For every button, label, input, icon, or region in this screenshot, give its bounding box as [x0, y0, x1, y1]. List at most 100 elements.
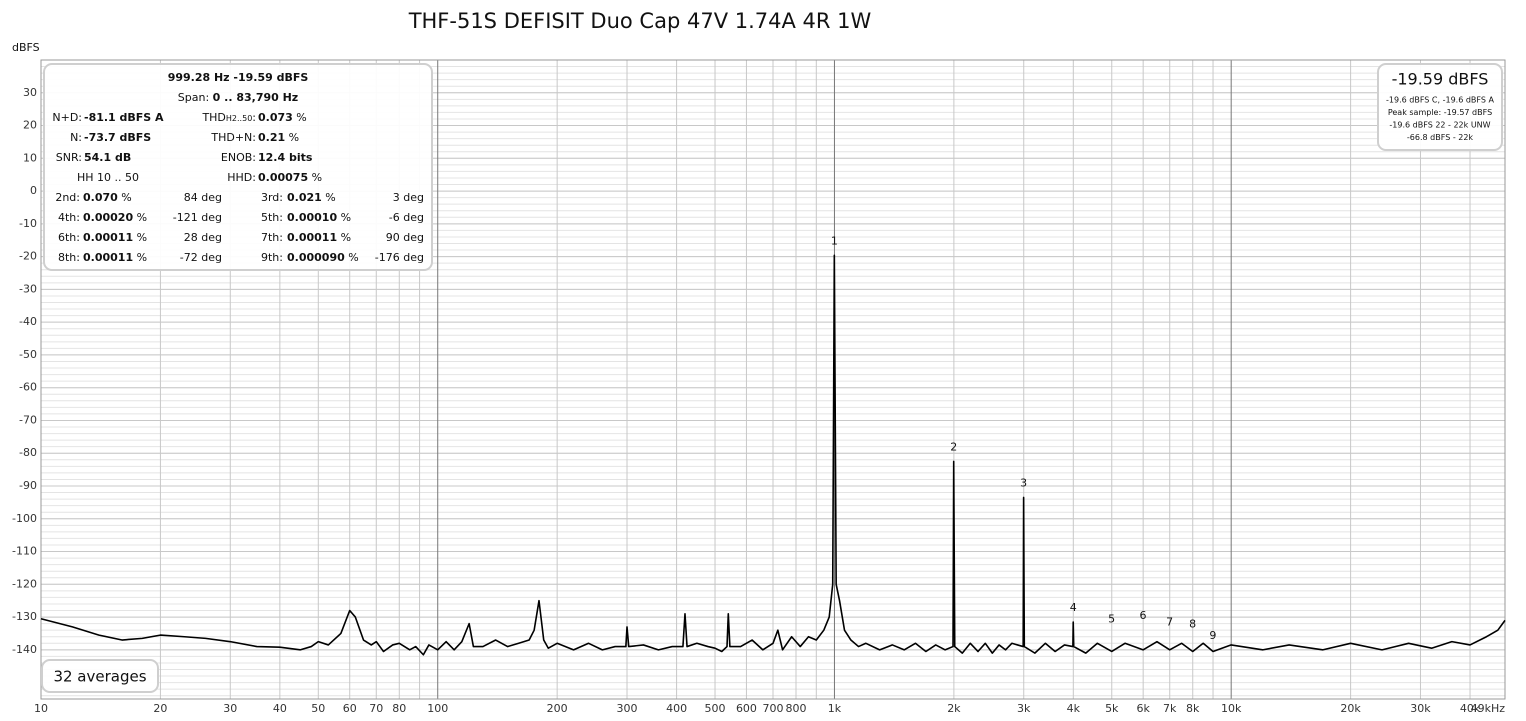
info-text: HHD: — [227, 171, 256, 184]
info-segment: % — [133, 231, 147, 244]
info-text: 9th: — [261, 251, 283, 264]
x-tick-label: 500 — [705, 702, 726, 715]
info-text: 999.28 Hz -19.59 dBFS — [168, 71, 309, 84]
level-line: Peak sample: -19.57 dBFS — [1388, 108, 1492, 117]
info-text: 0.000090 % — [287, 251, 359, 264]
y-tick-label: -40 — [19, 315, 37, 328]
info-value: -73.7 dBFS — [84, 131, 151, 144]
info-text: 5th: — [261, 211, 283, 224]
info-value: 0.021 — [287, 191, 322, 204]
info-segment: % — [308, 171, 322, 184]
y-tick-label: -80 — [19, 446, 37, 459]
harmonic-label: 5 — [1108, 612, 1115, 625]
info-text: 90 deg — [386, 231, 424, 244]
x-tick-label: 49kHz — [1471, 702, 1506, 715]
info-text: 28 deg — [184, 231, 222, 244]
info-segment: % — [337, 211, 351, 224]
x-tick-label: 80 — [392, 702, 406, 715]
level-main: -19.59 dBFS — [1392, 70, 1489, 89]
overlay: 999.28 Hz -19.59 dBFS Span: 0 .. 83,790 H… — [41, 63, 1503, 693]
harmonic-label: 8 — [1189, 617, 1196, 630]
y-tick-label: -70 — [19, 413, 37, 426]
info-text: 2nd: — [55, 191, 80, 204]
info-segment: : — [252, 111, 256, 124]
plot: 1 2 3 4 5 6 7 89 — [40, 234, 1506, 656]
info-text: 3rd: — [261, 191, 283, 204]
info-value: 0.00011 — [83, 251, 133, 264]
plot-frame — [40, 59, 1506, 700]
x-tick-label: 20 — [153, 702, 167, 715]
info-text: 0.00020 % — [83, 211, 147, 224]
harmonic-label: 9 — [1209, 629, 1216, 642]
info-text: 0.00011 % — [287, 231, 351, 244]
info-segment: % — [293, 111, 307, 124]
info-text: -81.1 dBFS A — [84, 111, 164, 124]
harmonic-label: 2 — [950, 440, 957, 453]
info-text: THD+N: — [210, 131, 256, 144]
info-text: 0.021 % — [287, 191, 336, 204]
info-text: 0.00010 % — [287, 211, 351, 224]
info-segment: % — [345, 251, 359, 264]
y-tick-label: 20 — [23, 119, 37, 132]
info-text: -73.7 dBFS — [84, 131, 151, 144]
x-tick-label: 60 — [343, 702, 357, 715]
harmonic-label: 6 — [1140, 609, 1147, 622]
info-value: 0.070 — [83, 191, 118, 204]
x-tick-label: 10 — [34, 702, 48, 715]
info-value: -81.1 dBFS A — [84, 111, 164, 124]
info-value: 0.073 — [258, 111, 293, 124]
info-panel — [43, 63, 433, 271]
x-tick-label: 40 — [273, 702, 287, 715]
info-text: 6th: — [58, 231, 80, 244]
x-tick-label: 70 — [369, 702, 383, 715]
x-tick-label: 1k — [828, 702, 842, 715]
y-tick-label: -130 — [12, 610, 37, 623]
x-tick-label: 700 — [763, 702, 784, 715]
y-tick-label: 30 — [23, 86, 37, 99]
info-text: -6 deg — [389, 211, 424, 224]
info-text: 7th: — [261, 231, 283, 244]
info-segment: % — [133, 251, 147, 264]
x-tick-label: 300 — [617, 702, 638, 715]
harmonic-label: 7 — [1166, 616, 1173, 629]
x-tick-label: 4k — [1067, 702, 1081, 715]
x-tick-label: 20k — [1340, 702, 1361, 715]
y-tick-label: 10 — [23, 151, 37, 164]
harmonic-label: 4 — [1070, 601, 1077, 614]
averages-box — [41, 659, 159, 693]
info-segment: % — [133, 211, 147, 224]
info-text: -72 deg — [180, 251, 222, 264]
info-subscript: H2..50 — [226, 114, 252, 123]
info-value: 0.00011 — [83, 231, 133, 244]
info-text: 0.00011 % — [83, 231, 147, 244]
y-tick-label: -60 — [19, 381, 37, 394]
info-value: 0.000090 — [287, 251, 345, 264]
info-value: 54.1 dB — [84, 151, 131, 164]
info-segment: % — [118, 191, 132, 204]
y-tick-label: 0 — [30, 184, 37, 197]
level-line: -19.6 dBFS 22 - 22k UNW — [1389, 121, 1490, 130]
info-text: N: — [70, 131, 82, 144]
info-value: 0.21 — [258, 131, 285, 144]
info-text: Span: 0 .. 83,790 Hz — [178, 91, 298, 104]
x-tick-label: 10k — [1221, 702, 1242, 715]
y-tick-label: -10 — [19, 217, 37, 230]
x-tick-label: 2k — [947, 702, 961, 715]
info-value: 0.00020 — [83, 211, 133, 224]
info-text: 0.070 % — [83, 191, 132, 204]
info-segment: % — [337, 231, 351, 244]
y-tick-label: -140 — [12, 643, 37, 656]
x-tick-label: 200 — [547, 702, 568, 715]
chart-title: THF-51S DEFISIT Duo Cap 47V 1.74A 4R 1W — [408, 9, 872, 33]
info-value: 999.28 Hz -19.59 dBFS — [168, 71, 309, 84]
info-value: 0.00075 — [258, 171, 308, 184]
x-tick-label: 100 — [427, 702, 448, 715]
y-tick-label: -20 — [19, 250, 37, 263]
info-segment: Span: — [178, 91, 213, 104]
info-text: 12.4 bits — [258, 151, 313, 164]
level-box — [1377, 63, 1503, 151]
y-tick-label: -30 — [19, 282, 37, 295]
info-text: 0.00075 % — [258, 171, 322, 184]
info-text: ENOB: — [221, 151, 256, 164]
